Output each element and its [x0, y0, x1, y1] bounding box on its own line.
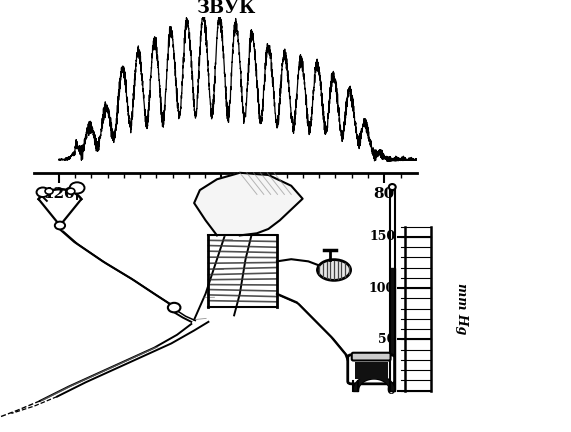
Text: 150: 150: [369, 230, 395, 243]
Polygon shape: [194, 173, 303, 235]
Ellipse shape: [317, 260, 351, 280]
Polygon shape: [353, 375, 395, 391]
Text: 50: 50: [378, 333, 395, 346]
Polygon shape: [390, 267, 395, 391]
Text: mm Hg: mm Hg: [456, 283, 468, 334]
Bar: [390, 186, 395, 190]
Circle shape: [70, 182, 85, 194]
Ellipse shape: [390, 185, 395, 191]
Text: 100: 100: [369, 282, 395, 295]
Bar: [355, 362, 388, 379]
Text: 0: 0: [387, 384, 395, 397]
Polygon shape: [353, 375, 395, 391]
Polygon shape: [353, 381, 358, 391]
Circle shape: [37, 187, 49, 197]
FancyBboxPatch shape: [352, 353, 391, 360]
Circle shape: [168, 303, 180, 312]
Circle shape: [45, 188, 53, 194]
Circle shape: [55, 222, 65, 229]
FancyBboxPatch shape: [348, 355, 395, 384]
Title: ЗВУК: ЗВУК: [196, 0, 255, 17]
Ellipse shape: [389, 184, 396, 190]
Circle shape: [67, 188, 75, 194]
